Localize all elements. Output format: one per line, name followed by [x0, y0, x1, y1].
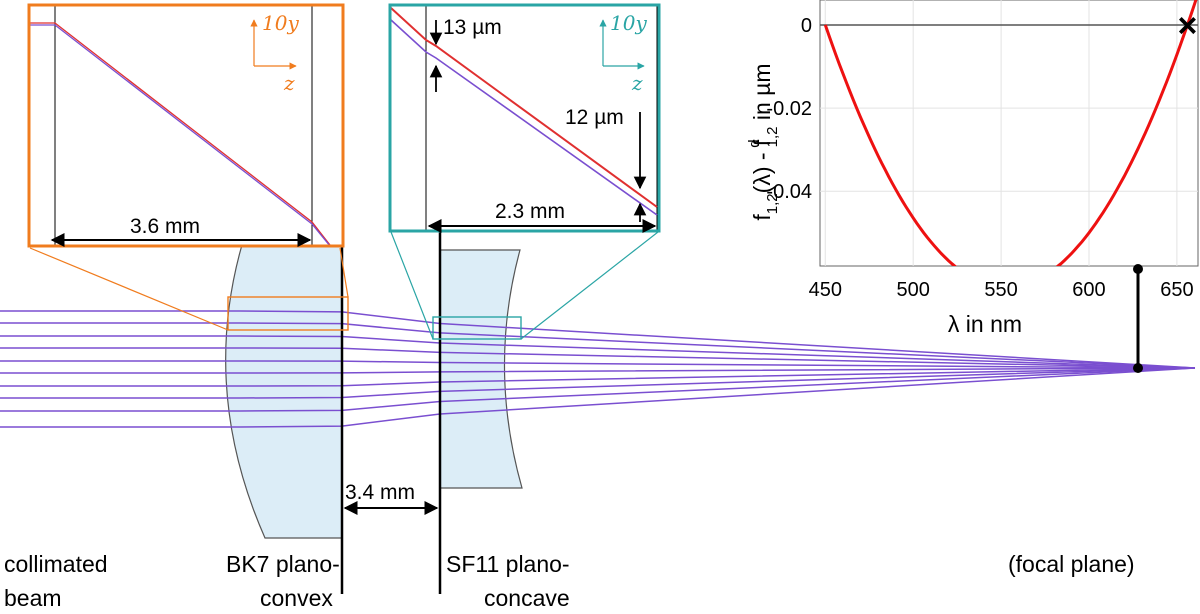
- inset-ray-red: [30, 22, 331, 245]
- middle-inset: 2.3 mm 13 µm 12 µm 10y z: [388, 3, 661, 233]
- y-tick-label: -0.04: [766, 181, 812, 203]
- label-concave: concave: [484, 585, 570, 611]
- y-tick-label: -0.02: [766, 98, 812, 120]
- zoom-connector-mid-b: [520, 231, 659, 340]
- label-focal-plane: (focal plane): [1008, 551, 1135, 577]
- bk7-plano-convex-lens: [225, 197, 343, 539]
- chart-ticks: 450 500 550 600 650 0 -0.02 -0.04: [766, 15, 1193, 301]
- inset-left-axis-z-label: z: [283, 71, 295, 95]
- x-tick-label: 450: [809, 279, 842, 301]
- focal-connector-dot-top: [1133, 264, 1143, 274]
- chart-series-line: [823, 0, 1198, 266]
- left-inset: 3.6 mm 10y z: [27, 3, 345, 248]
- dispersion-chart: 450 500 550 600 650 0 -0.02 -0.04 × λ in nm f1,…: [746, 0, 1199, 337]
- inset-mid-axis-z-label: z: [631, 71, 643, 95]
- chart-ylabel: f1,2(λ) - fd1,2 in µm: [746, 63, 781, 220]
- focal-point-dot: [1133, 363, 1143, 373]
- x-tick-label: 650: [1160, 279, 1193, 301]
- label-sf11: SF11 plano-: [446, 551, 570, 577]
- label-beam: beam: [4, 585, 62, 611]
- inset-mid-gap-bottom-label: 12 µm: [565, 106, 624, 129]
- zoom-connector-mid-a: [390, 231, 434, 340]
- chart-xlabel: λ in nm: [948, 311, 1022, 337]
- ray-line: [0, 367, 1196, 374]
- zoom-connector-left-a: [29, 247, 229, 331]
- label-convex: convex: [260, 585, 333, 611]
- inset-mid-dim-label: 2.3 mm: [495, 200, 565, 223]
- inset-mid-axis-y-label: 10y: [610, 11, 647, 35]
- zoom-region-left: [227, 296, 349, 331]
- x-tick-label: 500: [896, 279, 929, 301]
- inset-mid-ray-purple: [390, 19, 658, 216]
- y-tick-label: 0: [801, 15, 812, 37]
- chart-plot-area: [819, 0, 1199, 267]
- inset-ray-purple: [30, 24, 331, 245]
- inset-left-axis-y-label: 10y: [262, 11, 299, 35]
- chart-grid: [820, 0, 1198, 266]
- zoom-connector-left-b: [339, 247, 349, 298]
- zoom-region-mid: [432, 316, 522, 340]
- inset-mid-gap-top-label: 13 µm: [443, 16, 502, 39]
- x-tick-label: 550: [984, 279, 1017, 301]
- sf11-plano-concave-lens: [439, 249, 523, 489]
- chart-cross-marker: ×: [1178, 7, 1198, 45]
- inset-left-dim-label: 3.6 mm: [130, 215, 200, 238]
- label-bk7: BK7 plano-: [226, 551, 340, 577]
- x-tick-label: 600: [1072, 279, 1105, 301]
- gap-dimension-label: 3.4 mm: [345, 481, 415, 504]
- label-collimated: collimated: [4, 551, 108, 577]
